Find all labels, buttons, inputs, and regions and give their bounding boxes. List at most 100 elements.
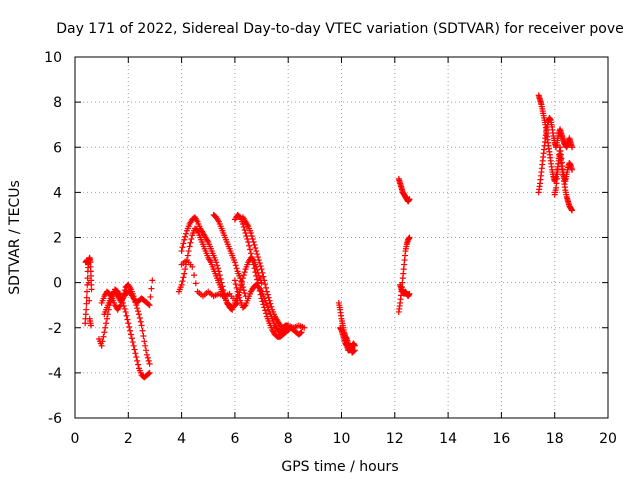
- data-point: [180, 240, 187, 247]
- y-tick-label: -6: [48, 411, 62, 427]
- data-point: [138, 322, 145, 329]
- data-point: [256, 260, 263, 267]
- data-point: [252, 245, 259, 252]
- data-point: [86, 297, 93, 304]
- data-point: [146, 360, 153, 367]
- data-point: [232, 262, 239, 269]
- data-point: [215, 268, 222, 275]
- x-axis-label: GPS time / hours: [281, 459, 398, 475]
- data-point: [128, 335, 135, 342]
- data-point: [180, 274, 187, 281]
- data-point: [99, 338, 106, 345]
- data-point: [235, 292, 242, 299]
- data-point: [145, 301, 152, 308]
- data-point: [258, 279, 265, 286]
- data-point: [254, 266, 261, 273]
- y-tick-label: 2: [53, 231, 62, 247]
- data-point: [213, 259, 220, 266]
- data-point: [259, 298, 266, 305]
- data-points: [82, 92, 576, 381]
- data-point: [88, 286, 95, 293]
- data-point: [253, 263, 260, 270]
- x-tick-label: 4: [177, 431, 186, 447]
- data-point: [350, 348, 357, 355]
- data-point: [83, 288, 90, 295]
- data-point: [267, 300, 274, 307]
- data-point: [262, 307, 269, 314]
- data-point: [144, 354, 151, 361]
- data-point: [569, 166, 576, 173]
- data-point: [145, 370, 152, 377]
- data-point: [241, 290, 248, 297]
- data-point: [254, 251, 261, 258]
- data-point: [217, 275, 224, 282]
- data-point: [240, 272, 247, 279]
- data-point: [129, 339, 136, 346]
- data-point: [569, 207, 576, 214]
- data-point: [102, 324, 109, 331]
- data-point: [186, 243, 193, 250]
- data-point: [241, 226, 248, 233]
- data-point: [141, 338, 148, 345]
- data-point: [137, 318, 144, 325]
- data-point: [244, 236, 251, 243]
- data-point: [187, 239, 194, 246]
- x-tick-label: 18: [546, 431, 564, 447]
- data-point: [147, 293, 154, 300]
- data-point: [406, 196, 413, 203]
- data-point: [135, 361, 142, 368]
- data-point: [247, 229, 254, 236]
- x-tick-label: 2: [124, 431, 133, 447]
- data-point: [149, 277, 156, 284]
- data-point: [181, 236, 188, 243]
- data-point: [285, 324, 292, 331]
- data-point: [260, 273, 267, 280]
- y-axis-label: SDTVAR / TECUs: [7, 180, 23, 295]
- data-point: [254, 269, 261, 276]
- x-tick-label: 12: [386, 431, 404, 447]
- data-point: [245, 239, 252, 246]
- data-point: [134, 357, 141, 364]
- data-point: [231, 259, 238, 266]
- data-point: [182, 266, 189, 273]
- data-point: [178, 281, 185, 288]
- data-point: [236, 213, 243, 220]
- data-point: [145, 357, 152, 364]
- data-point: [127, 331, 134, 338]
- x-tick-label: 0: [71, 431, 80, 447]
- data-point: [554, 166, 561, 173]
- y-tick-label: 10: [44, 50, 62, 66]
- data-point: [248, 232, 255, 239]
- data-point: [249, 236, 256, 243]
- data-point: [238, 282, 245, 289]
- data-point: [189, 263, 196, 270]
- data-point: [254, 254, 261, 261]
- data-point: [266, 297, 273, 304]
- data-point: [135, 311, 142, 318]
- data-point: [246, 242, 253, 249]
- data-point: [406, 290, 413, 297]
- y-tick-label: -4: [48, 366, 62, 382]
- data-point: [133, 354, 140, 361]
- data-point: [236, 289, 243, 296]
- data-point: [126, 323, 133, 330]
- data-point: [140, 333, 147, 340]
- x-tick-label: 20: [599, 431, 617, 447]
- data-point: [183, 230, 190, 237]
- data-point: [263, 288, 270, 295]
- data-point: [298, 329, 305, 336]
- data-point: [240, 223, 247, 230]
- data-point: [255, 257, 262, 264]
- y-tick-label: 8: [53, 95, 62, 111]
- y-tick-label: 6: [53, 140, 62, 156]
- data-point: [85, 279, 92, 286]
- data-point: [241, 269, 248, 276]
- data-point: [135, 308, 142, 315]
- data-point: [233, 265, 240, 272]
- data-point: [242, 229, 249, 236]
- data-point: [136, 314, 143, 321]
- data-point: [131, 346, 138, 353]
- data-point: [237, 286, 244, 293]
- data-point: [178, 248, 185, 255]
